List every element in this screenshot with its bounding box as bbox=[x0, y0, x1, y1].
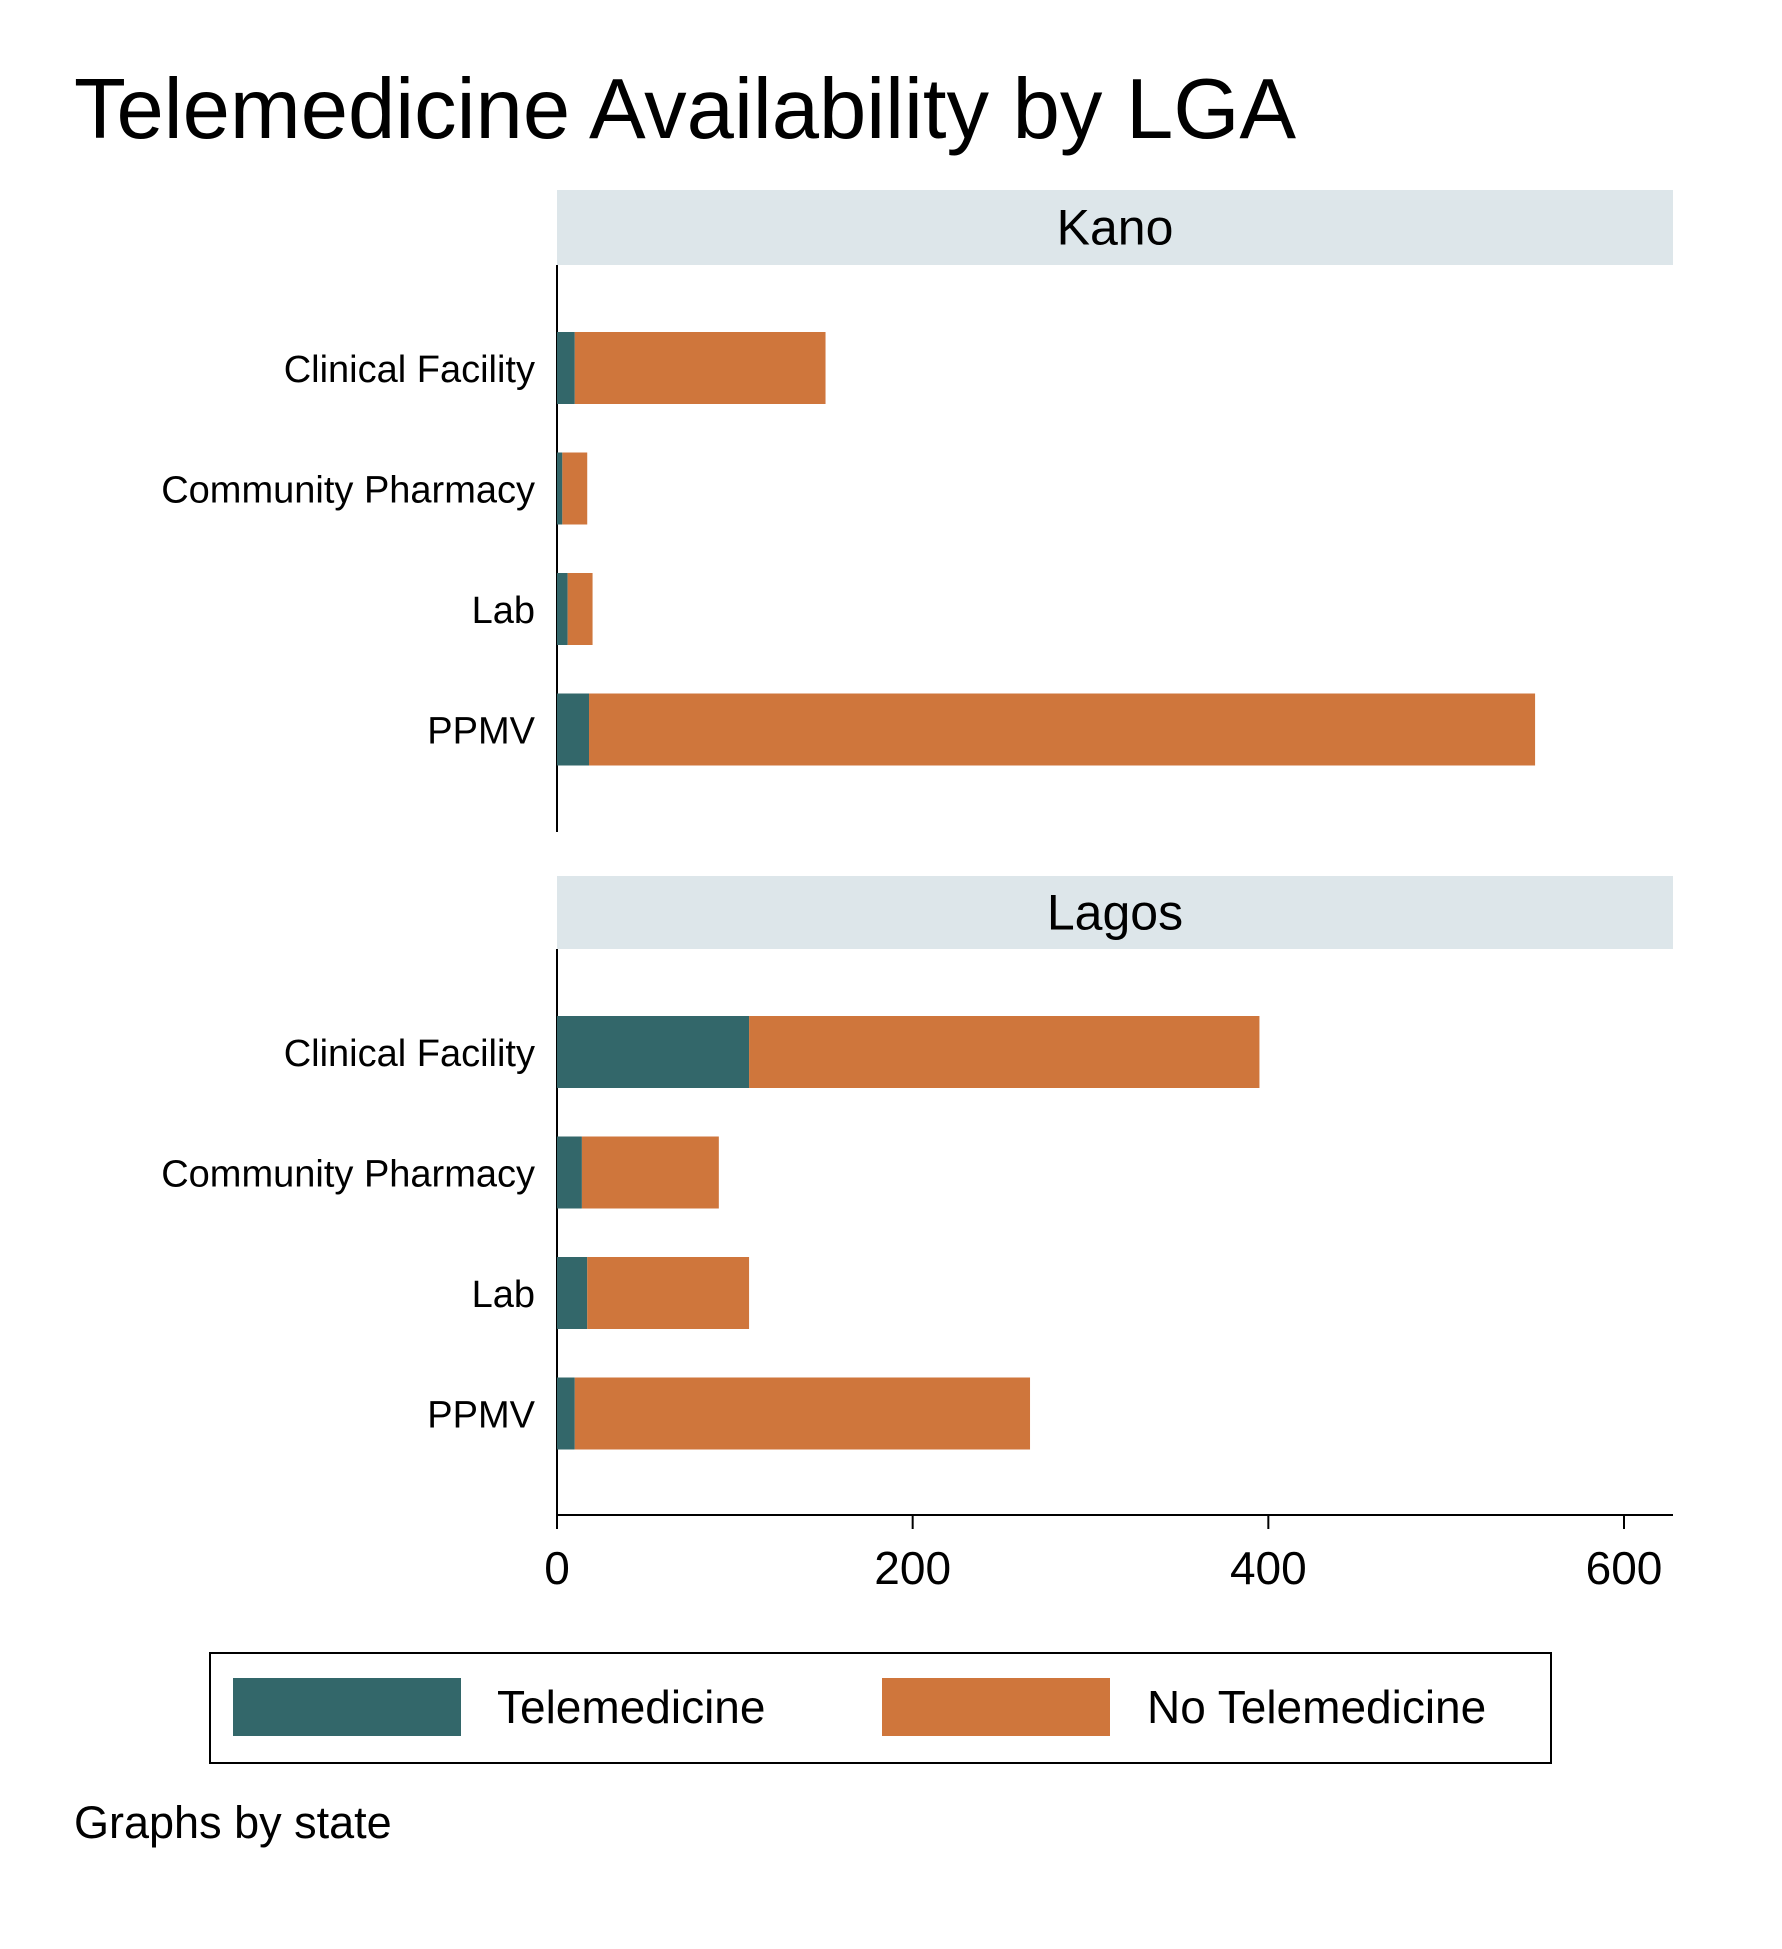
bar-lagos-community-pharmacy-no-telemedicine bbox=[581, 1136, 719, 1209]
bar-kano-ppmv-telemedicine bbox=[557, 693, 590, 766]
panel-header bbox=[557, 190, 1673, 265]
bar-lagos-clinical-facility-no-telemedicine bbox=[749, 1016, 1260, 1088]
panel-title: Lagos bbox=[1047, 885, 1183, 941]
y-tick-label-community-pharmacy: Community Pharmacy bbox=[161, 470, 535, 512]
panel-header bbox=[557, 876, 1673, 949]
y-tick-label-ppmv: PPMV bbox=[427, 711, 535, 753]
legend-label-telemedicine: Telemedicine bbox=[497, 1681, 765, 1733]
bar-kano-community-pharmacy-no-telemedicine bbox=[562, 452, 588, 525]
bar-lagos-lab-no-telemedicine bbox=[587, 1257, 750, 1329]
bar-kano-community-pharmacy-telemedicine bbox=[557, 452, 563, 525]
x-tick-label: 0 bbox=[544, 1542, 570, 1594]
y-tick-label-clinical-facility: Clinical Facility bbox=[284, 349, 535, 391]
y-tick-label-lab: Lab bbox=[472, 590, 535, 632]
chart-note: Graphs by state bbox=[74, 1797, 392, 1848]
bar-lagos-ppmv-telemedicine bbox=[557, 1377, 575, 1450]
bar-kano-ppmv-no-telemedicine bbox=[589, 693, 1536, 766]
legend-swatch-telemedicine bbox=[233, 1678, 461, 1736]
panel-title: Kano bbox=[1057, 200, 1174, 256]
x-tick-label: 200 bbox=[874, 1542, 951, 1594]
bar-lagos-community-pharmacy-telemedicine bbox=[557, 1136, 582, 1209]
legend-label-no-telemedicine: No Telemedicine bbox=[1147, 1681, 1486, 1733]
bar-kano-lab-no-telemedicine bbox=[567, 573, 593, 645]
x-axis: 0 200 400 600 bbox=[544, 1514, 1673, 1594]
panel-lagos: Lagos Clinical Facility Community Pharmacy… bbox=[161, 876, 1673, 1515]
bar-kano-clinical-facility-no-telemedicine bbox=[574, 332, 826, 404]
bar-kano-clinical-facility-telemedicine bbox=[557, 332, 575, 404]
x-tick-label: 600 bbox=[1586, 1542, 1663, 1594]
chart-title: Telemedicine Availability by LGA bbox=[74, 62, 1296, 157]
bar-kano-lab-telemedicine bbox=[557, 573, 568, 645]
legend-swatch-no-telemedicine bbox=[882, 1678, 1110, 1736]
y-tick-label-ppmv: PPMV bbox=[427, 1395, 535, 1437]
panel-kano: Kano Clinical Facility Community Pharmacy L… bbox=[161, 190, 1673, 832]
legend: Telemedicine No Telemedicine bbox=[209, 1652, 1552, 1764]
bar-lagos-clinical-facility-telemedicine bbox=[557, 1016, 750, 1088]
y-tick-label-clinical-facility: Clinical Facility bbox=[284, 1033, 535, 1075]
bar-lagos-ppmv-no-telemedicine bbox=[574, 1377, 1031, 1450]
y-tick-label-lab: Lab bbox=[472, 1274, 535, 1316]
y-tick-label-community-pharmacy: Community Pharmacy bbox=[161, 1154, 535, 1196]
x-tick-label: 400 bbox=[1230, 1542, 1307, 1594]
bar-lagos-lab-telemedicine bbox=[557, 1257, 588, 1329]
